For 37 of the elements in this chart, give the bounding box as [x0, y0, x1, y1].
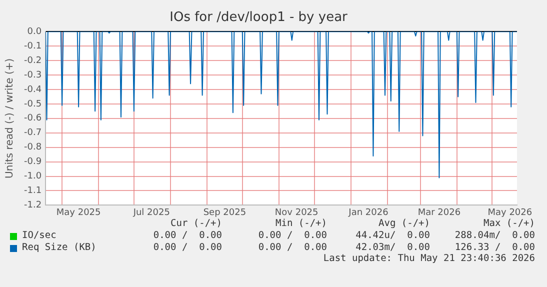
- y-tick-label: -0.3: [24, 70, 42, 80]
- y-tick-label: -1.0: [24, 172, 42, 182]
- legend-label: Req Size (KB): [22, 242, 98, 253]
- text: Last update: Thu May 21 23:40:36 2026: [322, 253, 535, 264]
- text: 0.00 / 0.00: [152, 230, 222, 241]
- y-axis-title: Units read (-) / write (+): [4, 58, 16, 178]
- y-tick-label: -0.8: [24, 142, 42, 153]
- y-tick-label: -1.1: [24, 186, 42, 196]
- text: 44.42u/ 0.00: [354, 230, 430, 241]
- legend-label: IO/sec: [22, 230, 58, 241]
- text: 42.03m/ 0.00: [354, 242, 430, 253]
- y-tick-label: -0.6: [24, 114, 42, 124]
- text: 0.00 / 0.00: [152, 242, 222, 253]
- x-tick-label: May 2026: [488, 208, 532, 218]
- y-tick-label: -0.4: [24, 84, 42, 95]
- y-tick-label: -0.7: [24, 128, 42, 138]
- y-tick-label: -0.9: [24, 157, 42, 168]
- x-tick-label: Jan 2026: [348, 208, 389, 218]
- text: Cur (-/+): [170, 218, 222, 229]
- y-tick-label: -0.5: [24, 99, 42, 110]
- text: Max (-/+): [482, 218, 535, 229]
- x-tick-label: Mar 2026: [418, 208, 461, 218]
- x-tick-label: Jul 2025: [132, 208, 170, 218]
- text: 126.33 / 0.00: [454, 242, 535, 253]
- x-tick-label: Nov 2025: [274, 208, 318, 218]
- x-tick-label: Sep 2025: [203, 208, 246, 218]
- y-tick-label: -0.2: [24, 56, 42, 66]
- x-tick-label: May 2025: [56, 208, 101, 218]
- text: 0.00 / 0.00: [257, 242, 327, 253]
- text: 288.04m/ 0.00: [454, 230, 535, 241]
- chart-title: IOs for /dev/loop1 - by year: [170, 10, 348, 26]
- y-tick-label: -1.2: [24, 200, 42, 211]
- text: Min (-/+): [274, 218, 327, 229]
- text: 0.00 / 0.00: [257, 230, 327, 241]
- y-tick-label: -0.1: [24, 41, 42, 52]
- text: Avg (-/+): [378, 218, 430, 229]
- y-tick-label: 0.0: [27, 26, 42, 37]
